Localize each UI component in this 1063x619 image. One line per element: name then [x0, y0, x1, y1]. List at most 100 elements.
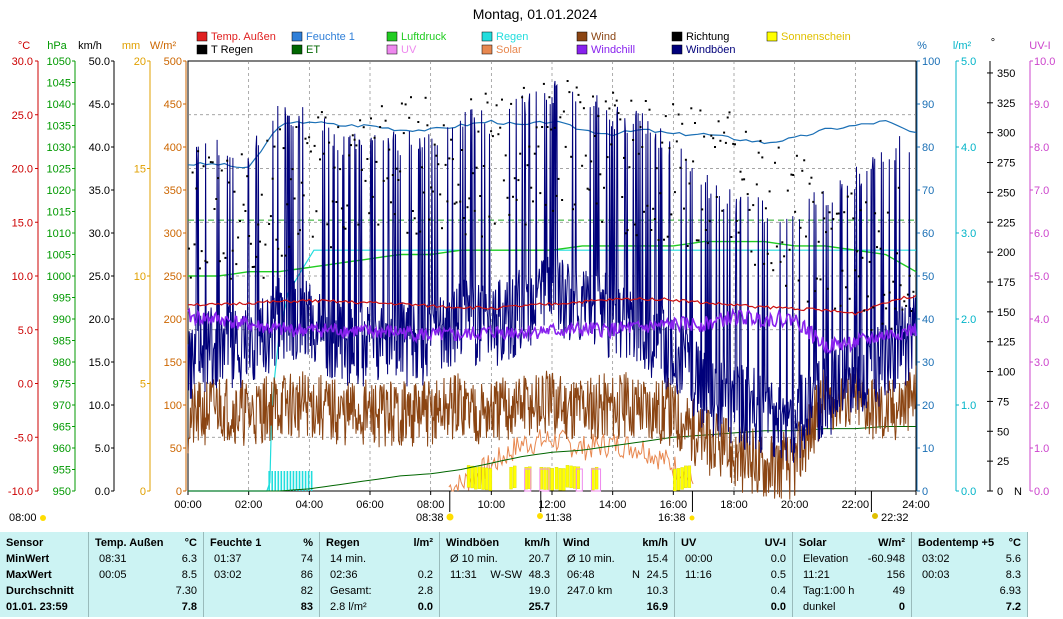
series-richtung-point [439, 193, 442, 196]
series-richtung-point [626, 229, 629, 232]
series-richtung-point [280, 254, 283, 257]
series-windboeen [187, 80, 917, 463]
sunshine-bar [576, 466, 581, 489]
series-richtung-point [364, 179, 367, 182]
series-richtung-point [879, 247, 882, 250]
series-richtung-point [346, 204, 349, 207]
sunshine-bar [684, 465, 688, 489]
series-richtung-point [333, 166, 336, 169]
series-richtung-point [794, 210, 797, 213]
series-richtung-point [324, 116, 327, 119]
panel-cell-label: dunkel [803, 601, 836, 613]
series-richtung-point [526, 164, 529, 167]
series-richtung-point [910, 310, 913, 312]
series-richtung-point [735, 219, 738, 222]
series-richtung-point [826, 287, 829, 290]
row-label-min: MinWert [6, 553, 50, 565]
series-richtung-point [388, 148, 391, 151]
series-richtung-point [566, 80, 569, 82]
axis-tick-label: 960 [53, 443, 71, 455]
axis-tick-label: 150 [997, 307, 1015, 319]
axis-unit: hPa [47, 40, 67, 52]
series-richtung-point [865, 201, 867, 204]
series-richtung-point [542, 82, 545, 85]
weather-chart: Montag, 01.01.2024 Temp. Außen Feuchte 1 L… [8, 6, 1056, 524]
series-richtung-point [355, 144, 358, 147]
series-richtung-point [553, 126, 556, 129]
legend-swatch [481, 31, 493, 42]
series-richtung-point [206, 261, 209, 264]
axis-tick-label: 50 [997, 426, 1009, 438]
series-richtung-point [582, 107, 585, 110]
series-richtung-point [539, 192, 542, 195]
axis-tick-label: 200 [997, 247, 1015, 259]
series-richtung-point [468, 197, 471, 200]
panel-wind: Wind km/h Ø 10 min. 15.4 06:48 N 24.5 247.0 km 1… [557, 532, 675, 617]
axis-tick-label: 5.0 [1034, 271, 1049, 283]
marker-sunrise-time: 08:38 [416, 512, 444, 524]
marker-moon-time: 22:32 [881, 512, 909, 524]
sunrise-icon [446, 513, 454, 521]
series-richtung-point [513, 177, 516, 180]
axis-tick-label: 30.0 [12, 56, 33, 68]
series-richtung-point [422, 191, 425, 194]
series-richtung-point [242, 203, 245, 206]
series-richtung-point [373, 136, 376, 139]
legend-label: Solar [496, 44, 522, 56]
series-richtung-point [501, 98, 503, 101]
panel-cell-value: 48.3 [528, 569, 550, 581]
series-richtung-point [344, 227, 347, 230]
series-richtung-point [375, 160, 378, 163]
series-richtung-point [535, 126, 538, 129]
series-richtung-point [761, 156, 764, 159]
axis-tick-label: 965 [53, 422, 71, 434]
series-richtung-point [739, 170, 742, 173]
axis-unit: °C [18, 40, 30, 52]
axis-tick-label: 0 [140, 486, 146, 498]
series-richtung-point [382, 179, 385, 182]
series-richtung-point [610, 143, 613, 146]
panel-cell-value: 74 [300, 553, 313, 565]
panel-cell-value: 0.2 [417, 569, 433, 581]
noon-sun-icon [537, 513, 543, 519]
series-richtung-point [240, 153, 243, 156]
series-richtung-point [874, 212, 877, 215]
sunshine-bar [466, 465, 471, 488]
panel-cell-direction: N [632, 569, 640, 581]
series-richtung-point [730, 236, 733, 238]
series-richtung-point [384, 119, 387, 122]
legend-label: Luftdruck [401, 31, 447, 43]
axis-tick-label: 5.0 [961, 56, 976, 68]
uv-bar [575, 468, 583, 492]
axis-tick-label: 4.0 [961, 142, 976, 154]
series-richtung-point [466, 206, 469, 209]
series-richtung-point [839, 304, 842, 307]
series-richtung-point [905, 304, 908, 307]
series-richtung-point [495, 104, 498, 107]
series-richtung-point [588, 188, 591, 191]
series-richtung-point [326, 223, 329, 226]
series-richtung-point [759, 139, 762, 142]
axis-tick-label: 9.0 [1034, 99, 1049, 111]
series-richtung-point [479, 195, 482, 197]
series-richtung-point [379, 126, 382, 129]
series-richtung-point [297, 232, 300, 235]
series-richtung-point [906, 293, 909, 296]
axis-tick-label: 10 [134, 271, 146, 283]
axis-tick-label: 300 [164, 228, 182, 240]
series-richtung-point [663, 238, 665, 241]
series-richtung-point [855, 250, 858, 253]
series-richtung-point [282, 147, 285, 150]
x-axis-tick-label: 18:00 [720, 499, 748, 511]
series-richtung-point [330, 246, 332, 249]
legend-label: UV [401, 44, 417, 56]
series-richtung-point [415, 232, 418, 235]
panel-cell-label: 03:02 [922, 553, 950, 565]
axis-tick-label: 980 [53, 357, 71, 369]
series-richtung-point [748, 208, 751, 211]
series-richtung-point [328, 141, 331, 144]
x-axis-tick-label: 02:00 [235, 499, 263, 511]
series-richtung-point [754, 263, 756, 266]
series-richtung-point [643, 210, 645, 213]
row-label-current: 01.01. 23:59 [6, 601, 68, 613]
